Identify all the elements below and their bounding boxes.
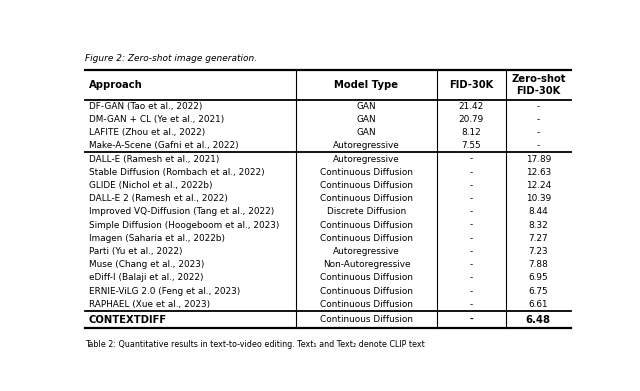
Text: RAPHAEL (Xue et al., 2023): RAPHAEL (Xue et al., 2023) [89, 300, 210, 309]
Text: Continuous Diffusion: Continuous Diffusion [320, 287, 413, 296]
Text: GAN: GAN [356, 115, 376, 124]
Text: Continuous Diffusion: Continuous Diffusion [320, 168, 413, 177]
Text: -: - [470, 154, 473, 163]
Text: Stable Diffusion (Rombach et al., 2022): Stable Diffusion (Rombach et al., 2022) [89, 168, 264, 177]
Text: Non-Autoregressive: Non-Autoregressive [323, 260, 410, 269]
Text: DALL-E 2 (Ramesh et al., 2022): DALL-E 2 (Ramesh et al., 2022) [89, 194, 228, 203]
Text: Model Type: Model Type [335, 79, 399, 90]
Text: GAN: GAN [356, 102, 376, 111]
Text: 7.23: 7.23 [529, 247, 548, 256]
Text: Simple Diffusion (Hoogeboom et al., 2023): Simple Diffusion (Hoogeboom et al., 2023… [89, 221, 279, 230]
Text: -: - [537, 102, 540, 111]
Text: Improved VQ-Diffusion (Tang et al., 2022): Improved VQ-Diffusion (Tang et al., 2022… [89, 207, 274, 216]
Text: 6.61: 6.61 [529, 300, 548, 309]
Text: Discrete Diffusion: Discrete Diffusion [327, 207, 406, 216]
Text: Autoregressive: Autoregressive [333, 141, 400, 151]
Text: 20.79: 20.79 [459, 115, 484, 124]
Text: -: - [470, 287, 473, 296]
Text: DM-GAN + CL (Ye et al., 2021): DM-GAN + CL (Ye et al., 2021) [89, 115, 224, 124]
Text: -: - [470, 221, 473, 230]
Text: -: - [470, 194, 473, 203]
Text: -: - [470, 207, 473, 216]
Text: CONTEXTDIFF: CONTEXTDIFF [89, 315, 167, 325]
Text: Make-A-Scene (Gafni et al., 2022): Make-A-Scene (Gafni et al., 2022) [89, 141, 239, 151]
Text: -: - [470, 168, 473, 177]
Text: 7.88: 7.88 [529, 260, 548, 269]
Text: eDiff-I (Balaji et al., 2022): eDiff-I (Balaji et al., 2022) [89, 273, 204, 282]
Text: GAN: GAN [356, 128, 376, 137]
Text: Approach: Approach [89, 79, 143, 90]
Text: -: - [537, 141, 540, 151]
Text: 7.55: 7.55 [461, 141, 481, 151]
Text: -: - [537, 128, 540, 137]
Text: DALL-E (Ramesh et al., 2021): DALL-E (Ramesh et al., 2021) [89, 154, 220, 163]
Text: 6.75: 6.75 [529, 287, 548, 296]
Text: -: - [470, 315, 473, 324]
Text: Imagen (Saharia et al., 2022b): Imagen (Saharia et al., 2022b) [89, 234, 225, 243]
Text: Autoregressive: Autoregressive [333, 247, 400, 256]
Text: 8.32: 8.32 [529, 221, 548, 230]
Text: ERNIE-ViLG 2.0 (Feng et al., 2023): ERNIE-ViLG 2.0 (Feng et al., 2023) [89, 287, 240, 296]
Text: Continuous Diffusion: Continuous Diffusion [320, 234, 413, 243]
Text: Continuous Diffusion: Continuous Diffusion [320, 181, 413, 190]
Text: -: - [537, 115, 540, 124]
Text: LAFITE (Zhou et al., 2022): LAFITE (Zhou et al., 2022) [89, 128, 205, 137]
Text: Continuous Diffusion: Continuous Diffusion [320, 273, 413, 282]
Text: -: - [470, 273, 473, 282]
Text: FID-30K: FID-30K [449, 79, 493, 90]
Text: -: - [470, 181, 473, 190]
Text: -: - [470, 234, 473, 243]
Text: 17.89: 17.89 [525, 154, 551, 163]
Text: -: - [470, 300, 473, 309]
Text: Continuous Diffusion: Continuous Diffusion [320, 194, 413, 203]
Text: 6.95: 6.95 [529, 273, 548, 282]
Text: Continuous Diffusion: Continuous Diffusion [320, 315, 413, 324]
Text: 12.63: 12.63 [525, 168, 551, 177]
Text: Muse (Chang et al., 2023): Muse (Chang et al., 2023) [89, 260, 204, 269]
Text: -: - [470, 247, 473, 256]
Text: 8.12: 8.12 [461, 128, 481, 137]
Text: 12.24: 12.24 [525, 181, 551, 190]
Text: Figure 2: Zero-shot image generation.: Figure 2: Zero-shot image generation. [85, 54, 257, 63]
Text: Autoregressive: Autoregressive [333, 154, 400, 163]
Text: GLIDE (Nichol et al., 2022b): GLIDE (Nichol et al., 2022b) [89, 181, 212, 190]
Text: Table 2: Quantitative results in text-to-video editing. Text₁ and Text₂ denote C: Table 2: Quantitative results in text-to… [85, 341, 425, 350]
Text: Continuous Diffusion: Continuous Diffusion [320, 300, 413, 309]
Text: Zero-shot
FID-30K: Zero-shot FID-30K [511, 74, 566, 95]
Text: 10.39: 10.39 [525, 194, 551, 203]
Text: Continuous Diffusion: Continuous Diffusion [320, 221, 413, 230]
Text: 8.44: 8.44 [529, 207, 548, 216]
Text: 21.42: 21.42 [459, 102, 484, 111]
Text: 6.48: 6.48 [526, 315, 551, 325]
Text: 7.27: 7.27 [529, 234, 548, 243]
Text: Parti (Yu et al., 2022): Parti (Yu et al., 2022) [89, 247, 182, 256]
Text: -: - [470, 260, 473, 269]
Text: DF-GAN (Tao et al., 2022): DF-GAN (Tao et al., 2022) [89, 102, 202, 111]
